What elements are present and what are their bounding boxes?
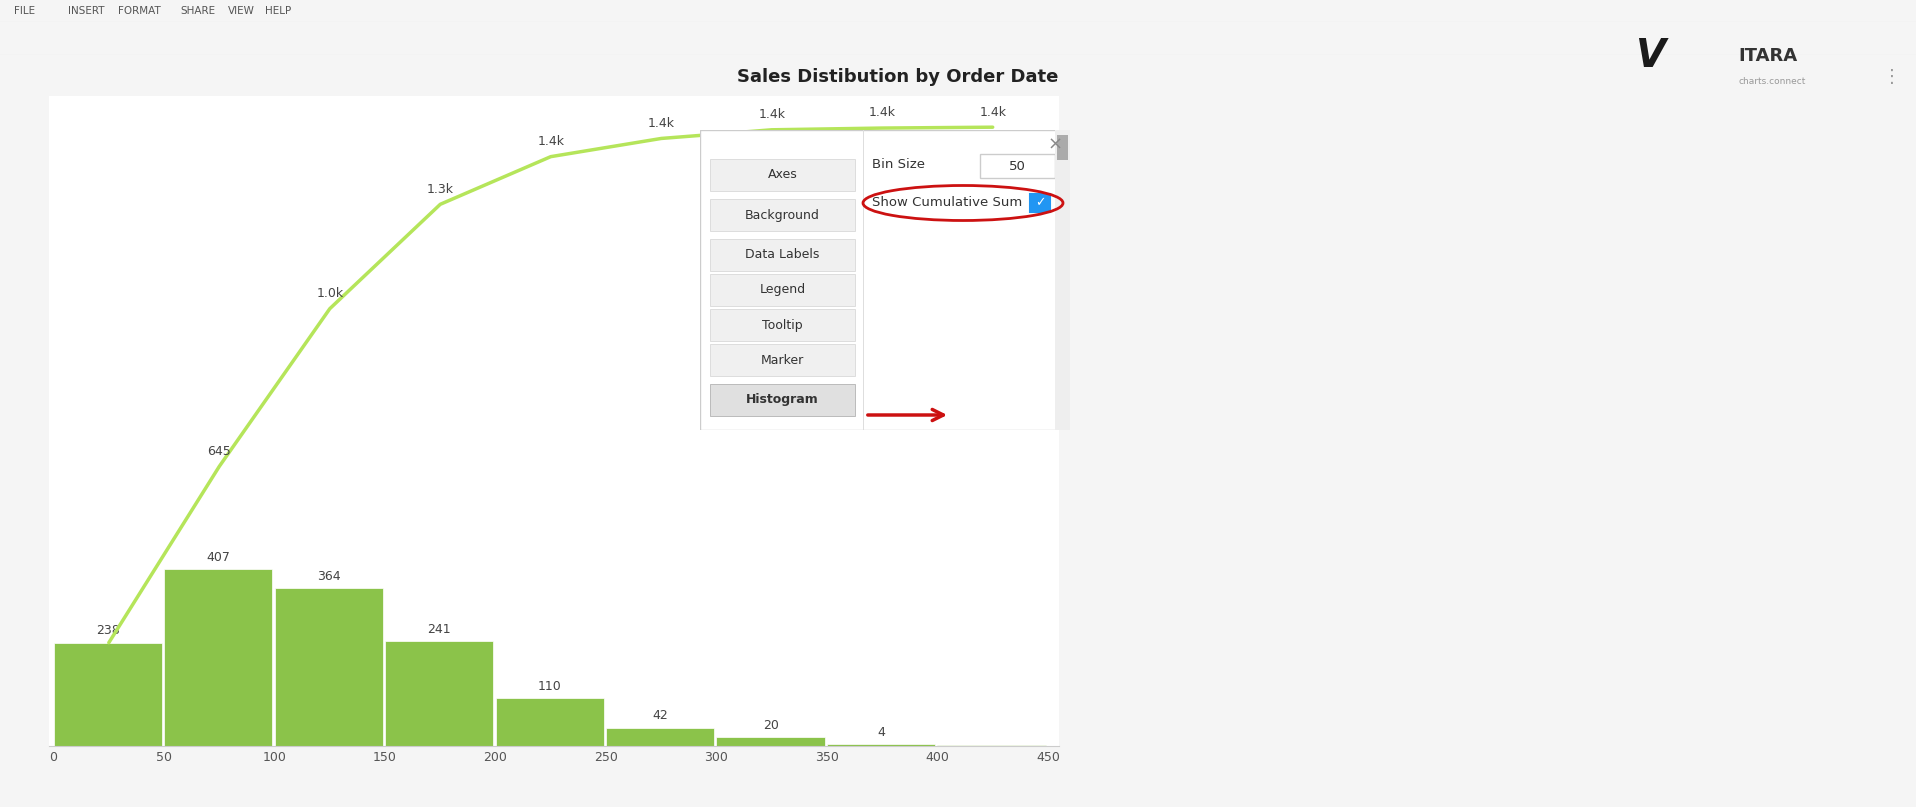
Text: 238: 238: [96, 625, 119, 638]
Text: 1.3k: 1.3k: [427, 182, 454, 195]
Bar: [1058, 135, 1067, 160]
Text: Tooltip: Tooltip: [763, 319, 803, 332]
Bar: [274, 588, 383, 746]
Bar: [605, 728, 715, 746]
Text: ×: ×: [1048, 136, 1063, 154]
Text: 42: 42: [651, 709, 669, 722]
Text: ✓: ✓: [1035, 196, 1046, 210]
Bar: [979, 154, 1056, 178]
Text: Data Labels: Data Labels: [745, 249, 820, 261]
Bar: [711, 159, 855, 191]
Text: Legend: Legend: [759, 283, 805, 296]
Bar: [1056, 130, 1069, 430]
Text: Bin Size: Bin Size: [872, 158, 925, 172]
Bar: [385, 642, 492, 746]
Text: 1.4k: 1.4k: [648, 117, 674, 130]
Text: Marker: Marker: [761, 353, 805, 366]
Bar: [1031, 194, 1050, 212]
Text: 1.4k: 1.4k: [536, 135, 565, 148]
Text: Sales Distibution by Order Date: Sales Distibution by Order Date: [738, 68, 1058, 86]
Text: 364: 364: [316, 570, 341, 583]
Text: charts.connect: charts.connect: [1738, 77, 1807, 86]
Bar: [711, 199, 855, 231]
Text: FORMAT: FORMAT: [119, 6, 161, 16]
Bar: [165, 570, 272, 746]
Text: 1.4k: 1.4k: [759, 108, 786, 121]
Text: Histogram: Histogram: [745, 394, 818, 407]
Bar: [717, 737, 824, 746]
Bar: [54, 642, 161, 746]
Text: 407: 407: [207, 551, 230, 564]
Text: SHARE: SHARE: [180, 6, 215, 16]
Text: 4: 4: [878, 725, 885, 739]
Text: 645: 645: [207, 445, 232, 458]
Text: V: V: [1634, 36, 1665, 75]
Text: Background: Background: [745, 208, 820, 221]
Bar: [496, 698, 604, 746]
Bar: [711, 344, 855, 376]
Bar: [828, 744, 935, 746]
Text: VIEW: VIEW: [228, 6, 255, 16]
Text: 50: 50: [1008, 160, 1025, 173]
Text: 1.4k: 1.4k: [868, 107, 895, 119]
Text: Show Cumulative Sum: Show Cumulative Sum: [872, 195, 1023, 208]
Bar: [711, 239, 855, 271]
Text: HELP: HELP: [264, 6, 291, 16]
Text: FILE: FILE: [13, 6, 34, 16]
Text: 1.4k: 1.4k: [979, 106, 1006, 119]
Text: INSERT: INSERT: [67, 6, 105, 16]
Text: 110: 110: [538, 680, 561, 693]
Text: 20: 20: [763, 719, 778, 732]
Text: ITARA: ITARA: [1738, 47, 1797, 65]
Bar: [711, 309, 855, 341]
Text: 1.0k: 1.0k: [316, 287, 343, 300]
Text: ⋮: ⋮: [1883, 68, 1901, 86]
Bar: [937, 745, 1046, 746]
Text: Axes: Axes: [768, 169, 797, 182]
Text: 241: 241: [427, 623, 450, 636]
Bar: [711, 274, 855, 306]
Bar: [711, 384, 855, 416]
